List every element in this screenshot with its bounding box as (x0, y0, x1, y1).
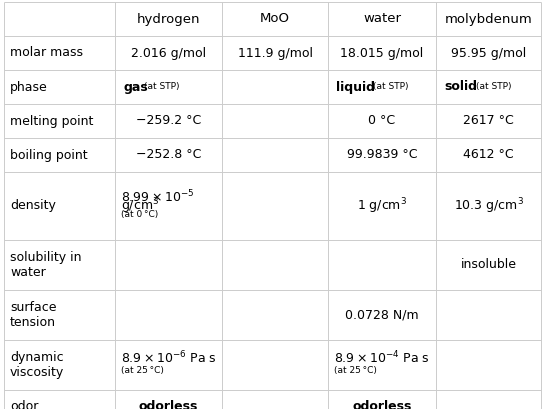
Text: (at STP): (at STP) (373, 83, 409, 92)
Text: 2617 °C: 2617 °C (463, 115, 514, 128)
Text: melting point: melting point (10, 115, 93, 128)
Text: solid: solid (444, 81, 477, 94)
Text: odorless: odorless (139, 400, 198, 409)
Text: 4612 °C: 4612 °C (463, 148, 514, 162)
Text: (at STP): (at STP) (144, 83, 179, 92)
Text: phase: phase (10, 81, 48, 94)
Text: 95.95 g/mol: 95.95 g/mol (451, 47, 526, 59)
Text: −252.8 °C: −252.8 °C (136, 148, 201, 162)
Text: 10.3 g/cm$^3$: 10.3 g/cm$^3$ (453, 196, 524, 216)
Text: 18.015 g/mol: 18.015 g/mol (341, 47, 423, 59)
Text: −259.2 °C: −259.2 °C (136, 115, 201, 128)
Text: density: density (10, 200, 56, 213)
Text: hydrogen: hydrogen (137, 13, 200, 25)
Text: odorless: odorless (352, 400, 411, 409)
Text: insoluble: insoluble (461, 258, 517, 272)
Text: molybdenum: molybdenum (445, 13, 532, 25)
Text: 1 g/cm$^3$: 1 g/cm$^3$ (357, 196, 407, 216)
Text: boiling point: boiling point (10, 148, 88, 162)
Text: 0.0728 N/m: 0.0728 N/m (345, 308, 419, 321)
Text: gas: gas (123, 81, 148, 94)
Text: surface
tension: surface tension (10, 301, 57, 329)
Text: $8.99\times10^{-5}$: $8.99\times10^{-5}$ (121, 189, 195, 205)
Text: MoO: MoO (260, 13, 290, 25)
Text: 0 °C: 0 °C (368, 115, 396, 128)
Text: odor: odor (10, 400, 38, 409)
Text: 2.016 g/mol: 2.016 g/mol (131, 47, 206, 59)
Text: 99.9839 °C: 99.9839 °C (347, 148, 417, 162)
Text: g/cm$^3$: g/cm$^3$ (121, 196, 159, 216)
Text: $8.9\times10^{-6}$ Pa s: $8.9\times10^{-6}$ Pa s (121, 350, 216, 366)
Text: dynamic
viscosity: dynamic viscosity (10, 351, 64, 379)
Text: (at 25 °C): (at 25 °C) (334, 366, 377, 375)
Text: liquid: liquid (336, 81, 375, 94)
Text: (at 25 °C): (at 25 °C) (121, 366, 164, 375)
Text: (at STP): (at STP) (476, 83, 511, 92)
Text: $8.9\times10^{-4}$ Pa s: $8.9\times10^{-4}$ Pa s (334, 350, 429, 366)
Text: (at 0 °C): (at 0 °C) (121, 211, 158, 220)
Text: molar mass: molar mass (10, 47, 83, 59)
Text: water: water (363, 13, 401, 25)
Text: solubility in
water: solubility in water (10, 251, 82, 279)
Text: 111.9 g/mol: 111.9 g/mol (238, 47, 312, 59)
